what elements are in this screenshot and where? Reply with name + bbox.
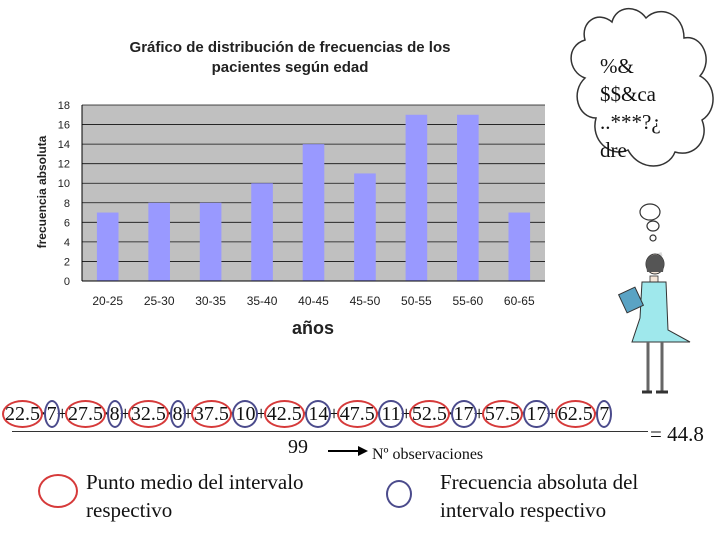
bar-60-65 bbox=[508, 212, 531, 281]
y-tick-label: 16 bbox=[58, 120, 70, 132]
bar-55-60 bbox=[457, 114, 479, 282]
bar-30-35 bbox=[199, 202, 222, 281]
midpoint-ring bbox=[336, 400, 378, 428]
observations-label: Nº observaciones bbox=[372, 446, 484, 463]
frequency-ring bbox=[378, 400, 404, 428]
nurse-figure bbox=[617, 252, 691, 394]
midpoint-ring bbox=[263, 400, 305, 428]
x-tick-label: 60-65 bbox=[504, 294, 535, 308]
thought-cloud-text: %& $$&ca ..***?¿ dre bbox=[600, 54, 661, 162]
legend-blue-circle bbox=[386, 480, 412, 508]
chart-title: Gráfico de distribución de frecuencias d… bbox=[129, 39, 451, 76]
y-tick-label: 2 bbox=[64, 256, 70, 268]
y-tick-label: 0 bbox=[64, 276, 70, 288]
midpoint-ring bbox=[64, 400, 106, 428]
bar-45-50 bbox=[354, 173, 376, 281]
y-tick-label: 18 bbox=[58, 100, 70, 112]
formula-denominator: 99 bbox=[288, 436, 308, 458]
x-tick-label: 30-35 bbox=[195, 294, 226, 308]
bar-35-40 bbox=[251, 183, 273, 281]
x-ticks: 20-25 25-30 30-35 35-40 40-45 45-50 50-55 55-60… bbox=[92, 294, 535, 308]
midpoint-ring bbox=[481, 400, 523, 428]
bar-40-45 bbox=[302, 144, 325, 281]
frequency-ring bbox=[169, 400, 186, 428]
x-tick-label: 35-40 bbox=[247, 294, 278, 308]
frequency-ring bbox=[305, 400, 332, 428]
midpoint-ring bbox=[408, 400, 450, 428]
x-tick-label: 25-30 bbox=[144, 294, 175, 308]
midpoint-ring bbox=[554, 400, 596, 428]
y-tick-label: 14 bbox=[58, 139, 70, 151]
midpoint-ring bbox=[127, 400, 169, 428]
y-tick-label: 10 bbox=[58, 178, 70, 190]
bar-20-25 bbox=[96, 212, 119, 281]
frequency-ring bbox=[106, 400, 123, 428]
x-axis-label: años bbox=[292, 318, 334, 338]
legend-midpoint-label: Punto medio del intervalo respectivo bbox=[86, 470, 304, 522]
x-tick-label: 50-55 bbox=[401, 294, 432, 308]
x-tick-label: 40-45 bbox=[298, 294, 329, 308]
frequency-ring bbox=[450, 400, 477, 428]
arrow-to-observations bbox=[328, 446, 368, 456]
x-tick-label: 20-25 bbox=[92, 294, 123, 308]
frequency-ring bbox=[596, 400, 613, 428]
bar-25-30 bbox=[148, 202, 170, 281]
y-axis-label: frecuencia absoluta bbox=[35, 135, 49, 248]
legend-red-circle bbox=[38, 474, 78, 508]
bar-50-55 bbox=[405, 114, 428, 282]
frequency-ring bbox=[43, 400, 60, 428]
midpoint-ring bbox=[2, 400, 43, 428]
x-tick-label: 55-60 bbox=[452, 294, 483, 308]
thought-cloud bbox=[570, 8, 714, 242]
y-tick-label: 8 bbox=[64, 198, 70, 210]
x-tick-label: 45-50 bbox=[350, 294, 381, 308]
legend-frequency-label: Frecuencia absoluta del intervalo respec… bbox=[440, 470, 639, 522]
frequency-ring bbox=[232, 400, 259, 428]
y-ticks: 0 2 4 6 8 10 12 14 16 18 bbox=[58, 100, 70, 288]
bars bbox=[96, 114, 531, 282]
formula-result: = 44.8 bbox=[650, 422, 704, 446]
y-tick-label: 6 bbox=[64, 217, 70, 229]
y-tick-label: 4 bbox=[64, 237, 70, 249]
midpoint-ring bbox=[190, 400, 232, 428]
fraction-divider bbox=[12, 431, 648, 432]
y-tick-label: 12 bbox=[58, 159, 70, 171]
frequency-ring bbox=[523, 400, 550, 428]
